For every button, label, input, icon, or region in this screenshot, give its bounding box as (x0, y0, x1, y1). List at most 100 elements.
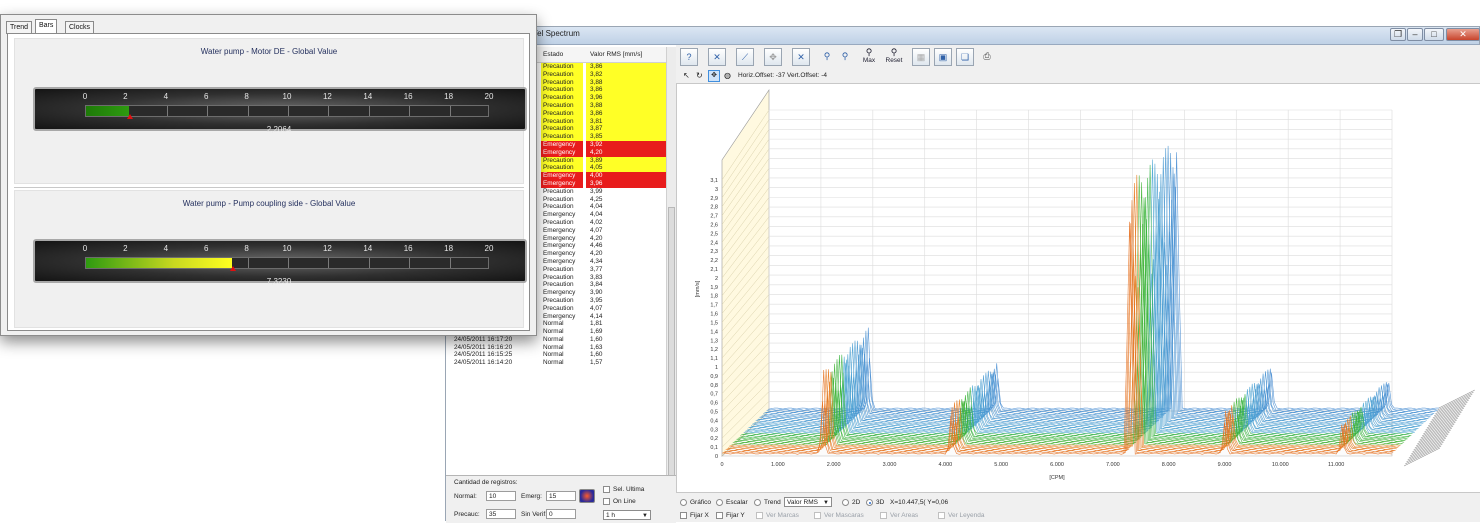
zoom-max-label: Max (862, 57, 876, 64)
table-row[interactable]: Precaution 4,05 (446, 164, 666, 173)
sinverif-count-field[interactable]: 0 (546, 509, 576, 519)
records-table: Estado Valor RMS [mm/s] Precaution 3,86 Pr… (446, 45, 677, 497)
column-header-state[interactable]: Estado (543, 51, 564, 58)
globe-icon[interactable]: ◍ (724, 71, 731, 80)
gauge-tick-label: 2 (123, 92, 128, 101)
table-row[interactable]: Precaution 3,82 (446, 70, 666, 79)
table-row[interactable]: Emergency 4,46 (446, 242, 666, 250)
table-row[interactable]: Emergency 4,20 (446, 250, 666, 258)
table-row[interactable]: Emergency 4,34 (446, 258, 666, 266)
fijar-x-checkbox[interactable] (680, 512, 687, 519)
table-row[interactable]: Precaution 3,86 (446, 63, 666, 71)
spectrum-chart-svg: 0 0,1 0,2 0,3 0,4 0,5 0,6 0,7 0,8 0,9 1 1,1 1,2 1,3 1,… (695, 89, 1475, 481)
3d-radio[interactable] (866, 499, 873, 506)
interval-select[interactable]: 1 h ▼ (603, 510, 651, 520)
table-row[interactable]: Precaution 3,85 (446, 133, 666, 141)
restore-icon[interactable]: ❐ (1390, 28, 1406, 41)
print-icon[interactable]: ⎙ (983, 51, 991, 61)
zoom-in-x-icon[interactable]: ⚲ (823, 51, 831, 61)
2d-radio[interactable] (842, 499, 849, 506)
table-row[interactable]: Precaution 3,96 (446, 94, 666, 102)
row-value: 3,88 (586, 101, 666, 110)
zoom-max-button[interactable]: ⚲ Max (858, 48, 880, 68)
table-row[interactable]: Emergency 3,96 (446, 179, 666, 188)
row-value: 1,57 (590, 359, 603, 367)
table-row[interactable]: Emergency 4,04 (446, 211, 666, 219)
y-tick-label: 0,3 (710, 427, 718, 433)
table-row[interactable]: Precaution 3,88 (446, 78, 666, 87)
zoom-in-y-icon[interactable]: ⚲ (841, 51, 849, 61)
emerg-count-field[interactable]: 15 (546, 491, 576, 501)
move-icon[interactable]: ✥ (708, 70, 720, 82)
normal-count-field[interactable]: 10 (486, 491, 516, 501)
table-row[interactable]: Emergency 4,07 (446, 227, 666, 235)
minimize-icon[interactable]: – (1407, 28, 1423, 41)
table-row[interactable]: 24/05/2011 16:15:25 Normal 1,60 (446, 351, 666, 359)
table-row[interactable]: Precaution 3,81 (446, 117, 666, 126)
table-row[interactable]: Precaution 4,02 (446, 219, 666, 227)
zoom-reset-button[interactable]: ⚲ Reset (882, 48, 906, 68)
fijar-y-checkbox[interactable] (716, 512, 723, 519)
table-row[interactable]: 24/05/2011 16:16:20 Normal 1,63 (446, 344, 666, 352)
3d-label: 3D (876, 499, 885, 506)
tab-clocks[interactable]: Clocks (65, 21, 95, 34)
gauge-title: Water pump - Pump coupling side - Global… (182, 199, 356, 208)
table-row[interactable]: Emergency 4,00 (446, 172, 666, 180)
table-row[interactable]: Precaution 3,86 (446, 86, 666, 95)
column-header-value[interactable]: Valor RMS [mm/s] (590, 51, 643, 58)
ver-mascaras-checkbox[interactable] (814, 512, 821, 519)
precauc-count-field[interactable]: 35 (486, 509, 516, 519)
scrollbar-thumb[interactable] (668, 207, 675, 497)
table-row[interactable]: Precaution 3,86 (446, 109, 666, 118)
measure-select[interactable]: Valor RMS ▼ (784, 497, 832, 507)
sel-ultima-checkbox[interactable] (603, 486, 610, 493)
grid-line-wall (721, 245, 770, 305)
table-row[interactable]: Precaution 4,04 (446, 203, 666, 211)
tab-trend[interactable]: Trend (6, 21, 33, 34)
close-icon[interactable]: ✕ (1446, 28, 1480, 41)
escalar-radio[interactable] (716, 499, 723, 506)
trend-radio[interactable] (754, 499, 761, 506)
interval-value: 1 h (606, 512, 616, 519)
save-image-icon[interactable]: ▣ (934, 48, 952, 66)
maximize-icon[interactable]: □ (1424, 28, 1444, 41)
pan-icon[interactable]: ✥ (764, 48, 782, 66)
table-row[interactable]: Precaution 3,99 (446, 188, 666, 196)
row-state: Normal (543, 359, 564, 367)
table-row[interactable]: 24/05/2011 16:17:20 Normal 1,60 (446, 336, 666, 344)
ver-leyenda-checkbox[interactable] (938, 512, 945, 519)
grid-line-wall (721, 304, 770, 359)
ver-marcas-checkbox[interactable] (756, 512, 763, 519)
y-tick-label: 1,9 (710, 285, 718, 291)
offset-readout: Horiz.Offset: -37 Vert.Offset: -4 (738, 72, 827, 79)
clear-zoom-icon[interactable]: ✕ (792, 48, 810, 66)
y-tick-label: 2,4 (710, 240, 718, 246)
grid-icon[interactable]: ▦ (912, 48, 930, 66)
table-row[interactable]: 24/05/2011 16:14:20 Normal 1,57 (446, 359, 666, 367)
rotate-icon[interactable]: ↻ (696, 71, 703, 80)
divider (14, 187, 524, 188)
table-row[interactable]: Precaution 3,87 (446, 125, 666, 134)
ver-areas-checkbox[interactable] (880, 512, 887, 519)
pointer-icon[interactable]: ↖ (683, 71, 690, 80)
grid-line-wall (721, 197, 770, 261)
row-value: 4,07 (590, 226, 603, 234)
row-value: 3,92 (586, 140, 666, 149)
table-row[interactable]: Emergency 4,20 (446, 235, 666, 243)
copy-icon[interactable]: ❏ (956, 48, 974, 66)
grafico-radio[interactable] (680, 499, 687, 506)
online-checkbox[interactable] (603, 498, 610, 505)
line-tool-icon[interactable]: ⟋ (736, 48, 754, 66)
table-row[interactable]: Emergency 4,20 (446, 148, 666, 157)
measure-value: Valor RMS (787, 499, 818, 506)
table-row[interactable]: Precaution 4,25 (446, 196, 666, 204)
row-state: Precaution (541, 117, 583, 126)
table-row[interactable]: Precaution 3,88 (446, 101, 666, 110)
table-row[interactable]: Emergency 3,92 (446, 140, 666, 149)
spectrum-3d-chart[interactable]: 0 0,1 0,2 0,3 0,4 0,5 0,6 0,7 0,8 0,9 1 1,1 1,2 1,3 1,… (676, 83, 1480, 493)
delete-marks-icon[interactable]: ✕ (708, 48, 726, 66)
depth-label-line (1433, 397, 1471, 417)
color-wheel-icon[interactable] (579, 489, 595, 503)
help-icon[interactable]: ? (680, 48, 698, 66)
table-row[interactable]: Precaution 3,89 (446, 156, 666, 165)
